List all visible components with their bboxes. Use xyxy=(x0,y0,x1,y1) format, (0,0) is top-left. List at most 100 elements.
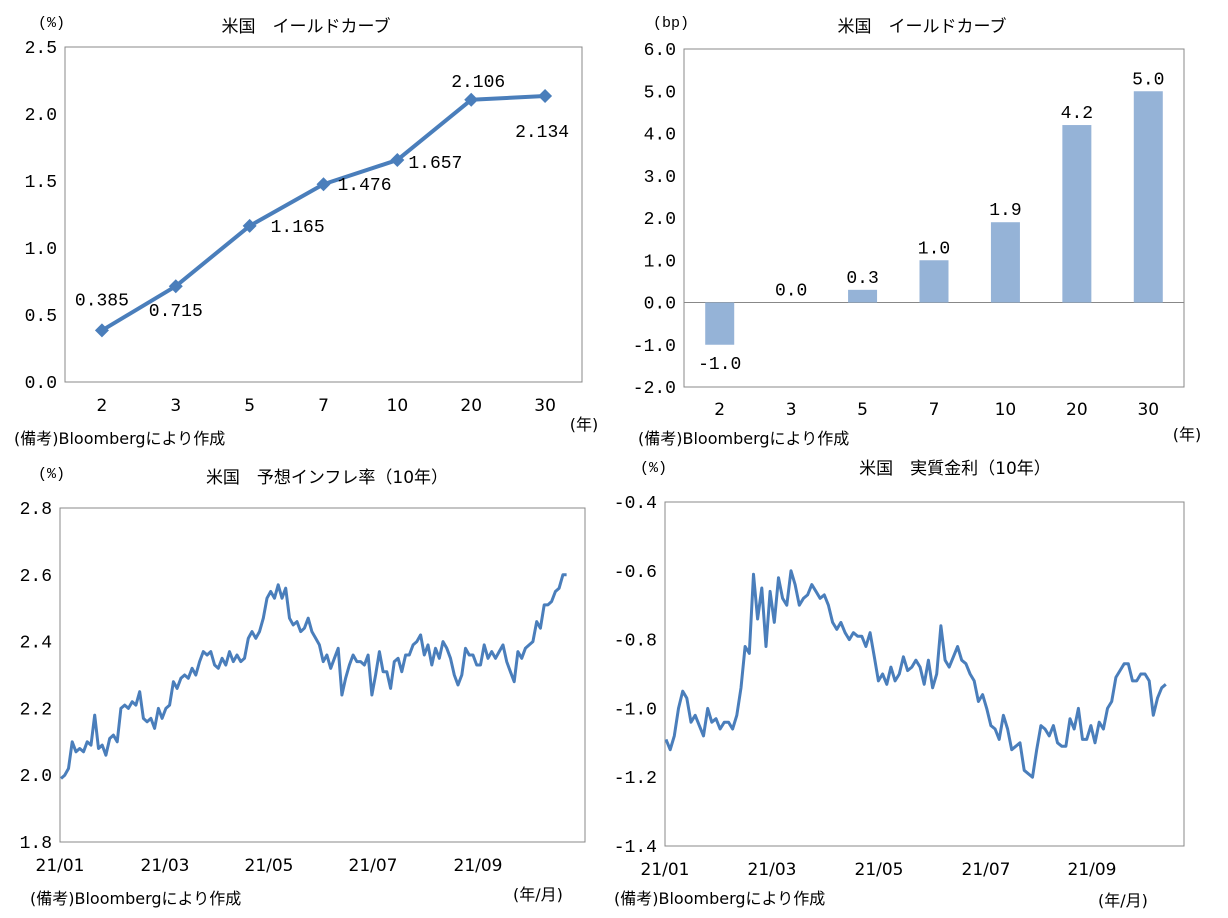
data-label: -1.0 xyxy=(698,355,741,375)
chart-title: 米国 イールドカーブ xyxy=(222,16,391,37)
yield-curve-bar-chart: (bp) 米国 イールドカーブ -2.0 -1.0 0.0 1.0 2.0 3.0 4.0 5… xyxy=(633,15,1201,448)
data-point-marker xyxy=(168,279,183,294)
x-tick-label: 21/03 xyxy=(748,860,797,880)
bar xyxy=(919,260,949,303)
x-tick-label: 10 xyxy=(995,400,1017,420)
x-tick-label: 5 xyxy=(857,400,868,420)
data-label: 1.476 xyxy=(337,176,391,196)
y-tick-label: 0.5 xyxy=(25,307,57,327)
y-tick-label: -0.6 xyxy=(614,563,657,583)
source-note: (備考)Bloombergにより作成 xyxy=(638,429,849,448)
data-point-marker xyxy=(242,218,257,233)
unit-label: (%) xyxy=(38,15,65,32)
x-tick-label: 30 xyxy=(1137,400,1159,420)
x-tick-label: 21/05 xyxy=(855,860,904,880)
y-tick-label: -0.8 xyxy=(614,632,657,652)
y-tick-label: 1.0 xyxy=(644,252,676,272)
data-label: 0.3 xyxy=(846,269,878,289)
y-tick-label: 5.0 xyxy=(644,83,676,103)
x-tick-label: 21/03 xyxy=(141,856,190,876)
y-tick-label: 2.4 xyxy=(20,634,52,654)
x-unit-label: (年) xyxy=(1173,425,1202,444)
bar xyxy=(705,302,735,345)
y-tick-label: -2.0 xyxy=(633,379,676,399)
data-label: 2.106 xyxy=(451,73,505,93)
y-tick-label: 4.0 xyxy=(644,126,676,146)
data-point-marker xyxy=(316,177,331,192)
source-note: (備考)Bloombergにより作成 xyxy=(614,889,825,908)
x-tick-label: 7 xyxy=(318,396,329,416)
y-tick-label: 2.5 xyxy=(25,39,57,59)
plot-area xyxy=(64,46,583,383)
y-tick-label: -1.2 xyxy=(614,769,657,789)
real-yield-chart: (%) 米国 実質金利（10年） -1.4 -1.2 -1.0 -0.8 -0.6 -0.… xyxy=(614,459,1185,910)
y-tick-label: 0.0 xyxy=(25,374,57,394)
y-tick-label: -1.0 xyxy=(633,337,676,357)
y-tick-label: -0.4 xyxy=(614,494,657,514)
data-label: 0.715 xyxy=(149,302,203,322)
source-note: (備考)Bloombergにより作成 xyxy=(30,889,241,908)
plot-area xyxy=(59,507,586,843)
x-tick-label: 7 xyxy=(929,400,940,420)
chart-title: 米国 予想インフレ率（10年） xyxy=(206,468,448,488)
x-tick-label: 30 xyxy=(534,396,556,416)
bar xyxy=(1062,125,1092,303)
y-tick-label: 1.8 xyxy=(20,834,52,854)
breakeven-inflation-chart: (%) 米国 予想インフレ率（10年） 1.8 2.0 2.2 2.4 2.6 2.8 2… xyxy=(20,466,586,908)
plot-area xyxy=(683,48,1185,388)
y-tick-label: 2.0 xyxy=(644,210,676,230)
source-note: (備考)Bloombergにより作成 xyxy=(14,429,225,448)
data-label: 0.0 xyxy=(775,282,807,302)
x-unit-label: (年/月) xyxy=(513,885,563,904)
x-tick-label: 2 xyxy=(97,396,108,416)
data-label: 5.0 xyxy=(1132,70,1164,90)
data-point-marker xyxy=(464,92,479,107)
data-label: 2.134 xyxy=(515,123,569,143)
bar xyxy=(990,222,1020,303)
y-tick-label: 1.0 xyxy=(25,240,57,260)
x-tick-label: 3 xyxy=(786,400,797,420)
y-tick-label: 2.8 xyxy=(20,500,52,520)
chart-title: 米国 イールドカーブ xyxy=(838,16,1007,37)
y-tick-label: 2.0 xyxy=(25,106,57,126)
data-point-marker xyxy=(538,89,553,104)
y-tick-label: -1.0 xyxy=(614,700,657,720)
data-point-marker xyxy=(390,152,405,167)
data-label: 1.0 xyxy=(918,239,950,259)
y-tick-label: 2.6 xyxy=(20,567,52,587)
yield-curve-line-chart: (%) 米国 イールドカーブ 0.0 0.5 1.0 1.5 2.0 2.5 2 3 5 7 10… xyxy=(14,15,598,448)
data-label: 1.165 xyxy=(271,218,325,238)
x-tick-label: 21/05 xyxy=(245,856,294,876)
y-tick-label: 2.2 xyxy=(20,700,52,720)
y-tick-label: 2.0 xyxy=(20,767,52,787)
x-tick-label: 21/09 xyxy=(1068,860,1117,880)
data-label: 0.385 xyxy=(75,291,129,311)
x-tick-label: 10 xyxy=(387,396,409,416)
x-tick-label: 21/07 xyxy=(349,856,398,876)
x-tick-label: 2 xyxy=(714,400,725,420)
x-tick-label: 5 xyxy=(244,396,255,416)
y-tick-label: 0.0 xyxy=(644,295,676,315)
y-tick-label: 6.0 xyxy=(644,41,676,61)
unit-label: (%) xyxy=(38,466,65,483)
data-label: 1.657 xyxy=(408,154,462,174)
x-unit-label: (年/月) xyxy=(1098,891,1148,910)
chart-title: 米国 実質金利（10年） xyxy=(859,459,1051,479)
data-label: 4.2 xyxy=(1061,104,1093,124)
unit-label: (%) xyxy=(640,460,667,477)
y-tick-label: 1.5 xyxy=(25,173,57,193)
y-tick-label: 3.0 xyxy=(644,168,676,188)
data-label: 1.9 xyxy=(989,201,1021,221)
data-point-marker xyxy=(94,323,109,338)
series-line xyxy=(60,573,567,780)
x-tick-label: 21/01 xyxy=(36,856,85,876)
bar xyxy=(848,289,878,303)
unit-label: (bp) xyxy=(653,15,689,32)
x-tick-label: 21/01 xyxy=(641,860,690,880)
bar xyxy=(1133,91,1163,303)
x-tick-label: 21/09 xyxy=(454,856,503,876)
x-tick-label: 20 xyxy=(460,396,482,416)
x-tick-label: 3 xyxy=(170,396,181,416)
y-tick-label: -1.4 xyxy=(614,838,657,858)
